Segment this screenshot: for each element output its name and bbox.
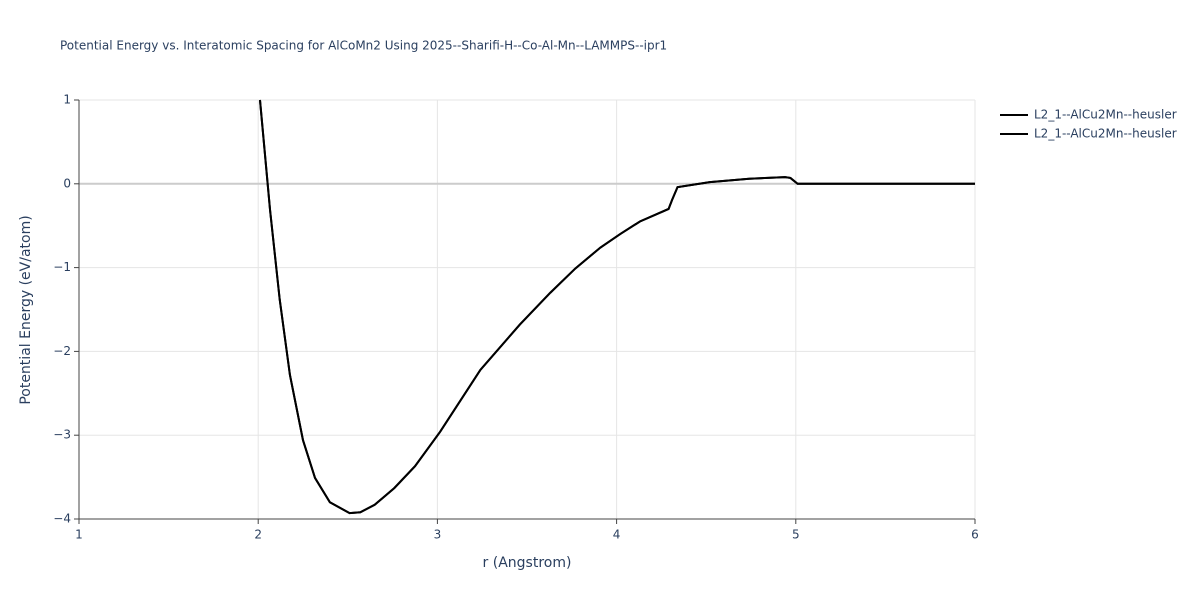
x-tick-label: 5 bbox=[792, 528, 800, 542]
y-tick-label: −1 bbox=[53, 260, 71, 274]
y-axis-title: Potential Energy (eV/atom) bbox=[18, 215, 34, 404]
y-tick-label: −2 bbox=[53, 344, 71, 358]
x-tick-label: 2 bbox=[254, 528, 262, 542]
x-tick-label: 6 bbox=[971, 528, 979, 542]
series-line bbox=[258, 99, 975, 515]
y-tick-label: −4 bbox=[53, 512, 71, 526]
chart-title: Potential Energy vs. Interatomic Spacing… bbox=[60, 39, 667, 53]
x-tick-label: 1 bbox=[75, 528, 83, 542]
y-tick-label: 1 bbox=[63, 93, 71, 107]
series-line bbox=[258, 99, 975, 515]
x-axis-title: r (Angstrom) bbox=[483, 555, 572, 571]
x-tick-label: 3 bbox=[434, 528, 442, 542]
legend-label: L2_1--AlCu2Mn--heusler bbox=[1034, 127, 1177, 141]
x-tick-label: 4 bbox=[613, 528, 621, 542]
y-tick-label: −3 bbox=[53, 428, 71, 442]
legend-label: L2_1--AlCu2Mn--heusler bbox=[1034, 108, 1177, 122]
y-tick-label: 0 bbox=[63, 176, 71, 190]
